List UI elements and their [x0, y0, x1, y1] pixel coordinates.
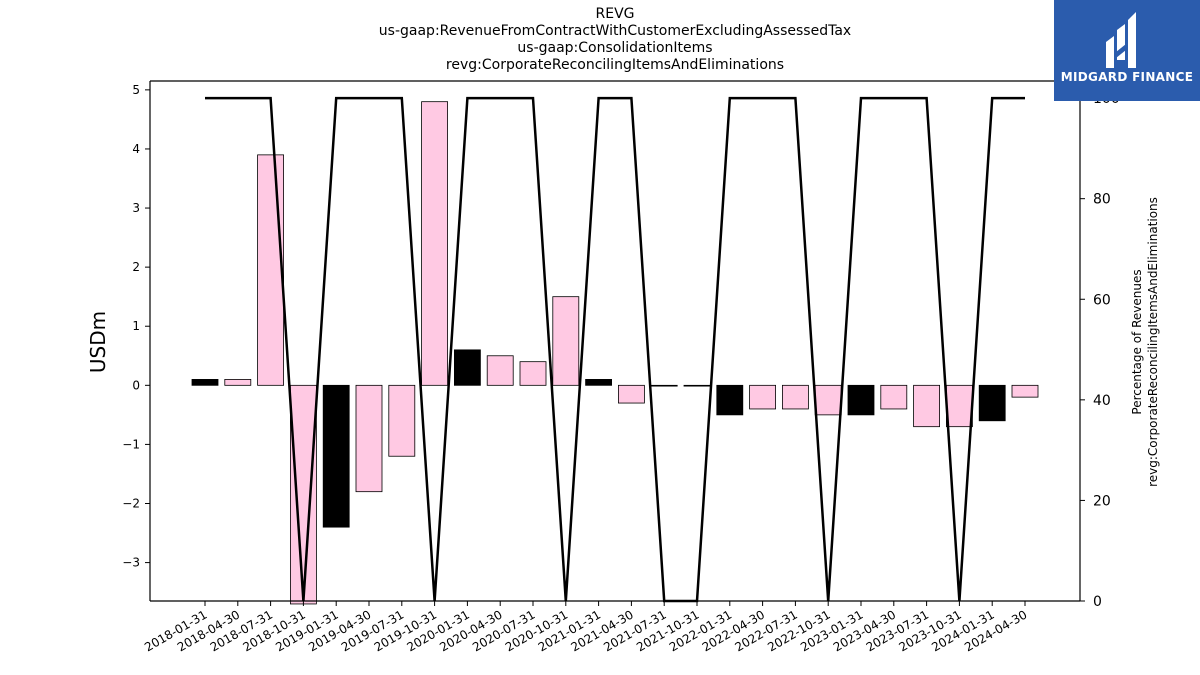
y-axis-label-left: USDm — [86, 310, 110, 374]
bar-2020-01-31 — [453, 349, 481, 386]
y-right-tick-label: 0 — [1093, 594, 1102, 610]
bar-2022-10-31 — [814, 384, 842, 416]
bar-2019-07-31 — [388, 384, 416, 457]
bar-2019-10-31 — [421, 101, 449, 386]
bar-2021-01-31 — [585, 379, 612, 386]
bar-2024-04-30 — [1011, 384, 1039, 398]
bar-2022-07-31 — [782, 384, 809, 410]
title-axis: us-gaap:ConsolidationItems — [517, 40, 713, 56]
bar-2021-04-30 — [618, 384, 645, 404]
y-tick-label: 4 — [132, 142, 140, 156]
bar-2023-07-31 — [913, 384, 940, 428]
bar-2023-04-30 — [880, 384, 908, 410]
bar-2019-04-30 — [355, 384, 383, 493]
y-right-tick-label: 20 — [1093, 493, 1111, 509]
y-tick-label: 5 — [132, 83, 140, 97]
y-right-tick-label: 80 — [1093, 192, 1111, 208]
bar-2023-01-31 — [847, 384, 875, 416]
y-axis-label-right-line2: revg:CorporateReconcilingItemsAndElimina… — [1146, 197, 1160, 487]
midgard-logo-icon — [1106, 12, 1136, 68]
bar-2021-07-31 — [650, 384, 678, 387]
title-ticker: REVG — [595, 6, 635, 22]
bar-2019-01-31 — [322, 384, 350, 528]
bar-2020-10-31 — [552, 296, 580, 386]
y-right-tick-label: 60 — [1093, 292, 1111, 308]
bar-2020-07-31 — [519, 361, 547, 386]
bar-2021-10-31 — [683, 384, 711, 387]
bar-2020-04-30 — [486, 355, 514, 386]
midgard-logo: MIDGARD FINANCE — [1054, 0, 1200, 101]
y-tick-label: 1 — [132, 319, 140, 333]
y-axis-label-right: Percentage of Revenues revg:CorporateRec… — [1129, 197, 1161, 487]
bar-2022-01-31 — [716, 384, 744, 416]
bar-2023-10-31 — [946, 384, 973, 428]
y-tick-label: −1 — [122, 437, 140, 451]
logo-text: MIDGARD FINANCE — [1060, 70, 1194, 84]
title-member: revg:CorporateReconcilingItemsAndElimina… — [445, 57, 785, 73]
bar-2018-01-31 — [191, 379, 219, 386]
y-tick-label: −3 — [122, 556, 140, 570]
y-tick-label: 3 — [132, 201, 140, 215]
bar-2018-07-31 — [257, 154, 285, 386]
chart-title: REVG us-gaap:RevenueFromContractWithCust… — [150, 6, 1080, 74]
y-axis-label-right-line1: Percentage of Revenues — [1130, 269, 1144, 415]
y-tick-label: 0 — [132, 378, 140, 392]
percentage-line — [205, 96, 1025, 603]
bar-2018-04-30 — [224, 379, 252, 386]
bar-2022-04-30 — [749, 384, 776, 410]
y-tick-label: 2 — [132, 260, 140, 274]
y-tick-label: −2 — [122, 497, 140, 511]
y-right-tick-label: 40 — [1093, 393, 1111, 409]
bar-2024-01-31 — [978, 384, 1006, 422]
title-concept: us-gaap:RevenueFromContractWithCustomerE… — [378, 23, 852, 39]
bar-2018-10-31 — [289, 384, 317, 605]
